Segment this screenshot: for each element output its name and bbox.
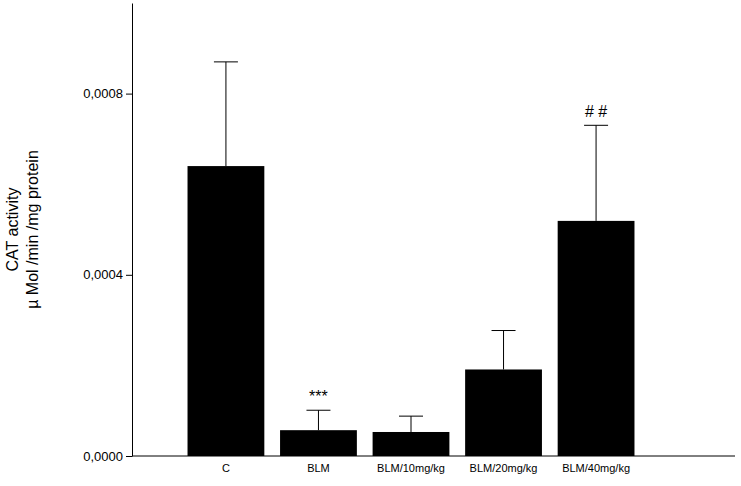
x-tick: BLM/40mg/kg (562, 462, 630, 474)
y-axis-line (132, 4, 133, 457)
annotation: # # (585, 103, 607, 120)
error-stem (318, 410, 319, 430)
error-stem (503, 331, 504, 370)
bar (373, 432, 450, 456)
y-axis-title: µ Mol /min /mg protein (24, 150, 41, 309)
x-axis: C BLM BLM/10mg/kg BLM/20mg/kg BLM/40mg/kg (132, 456, 735, 474)
error-bar (584, 125, 608, 221)
y-tick-label: 0,0008 (83, 86, 123, 101)
error-stem (225, 62, 226, 166)
x-tick: BLM/10mg/kg (377, 462, 445, 474)
x-tick-label: C (222, 462, 230, 474)
error-bar (399, 416, 423, 432)
y-tick: 0,0004 (83, 267, 132, 282)
x-tick-label: BLM (307, 462, 330, 474)
x-tick-label: BLM/20mg/kg (470, 462, 538, 474)
y-tick-mark (126, 456, 132, 457)
x-tick: BLM/20mg/kg (470, 462, 538, 474)
plot-area (188, 62, 635, 456)
y-tick-mark (126, 94, 132, 95)
annotation: *** (309, 388, 328, 405)
bar (558, 221, 635, 456)
error-cap (584, 125, 608, 126)
x-tick-label: BLM/40mg/kg (562, 462, 630, 474)
error-bar (306, 410, 330, 430)
error-cap (306, 410, 330, 411)
y-axis: 0,0000 0,0004 0,0008 (83, 4, 132, 464)
y-tick-label: 0,0004 (83, 267, 123, 282)
y-axis-title: CAT activity (4, 188, 21, 272)
chart: 0,0000 0,0004 0,0008 C BLM BLM/10mg/kg BLM/20m… (0, 0, 741, 486)
error-stem (411, 416, 412, 432)
error-bar (492, 331, 516, 370)
y-tick-label: 0,0000 (83, 449, 123, 464)
x-tick: C (222, 462, 230, 474)
error-cap (214, 61, 238, 62)
y-tick: 0,0000 (83, 449, 132, 464)
error-bar (214, 62, 238, 166)
bar (465, 369, 542, 456)
bar (188, 166, 265, 456)
y-tick-mark (126, 275, 132, 276)
x-tick: BLM (307, 462, 330, 474)
y-tick: 0,0008 (83, 86, 132, 101)
error-cap (399, 416, 423, 417)
error-cap (492, 330, 516, 331)
x-tick-label: BLM/10mg/kg (377, 462, 445, 474)
error-stem (596, 125, 597, 221)
bar (280, 430, 357, 456)
x-axis-line (132, 456, 735, 457)
